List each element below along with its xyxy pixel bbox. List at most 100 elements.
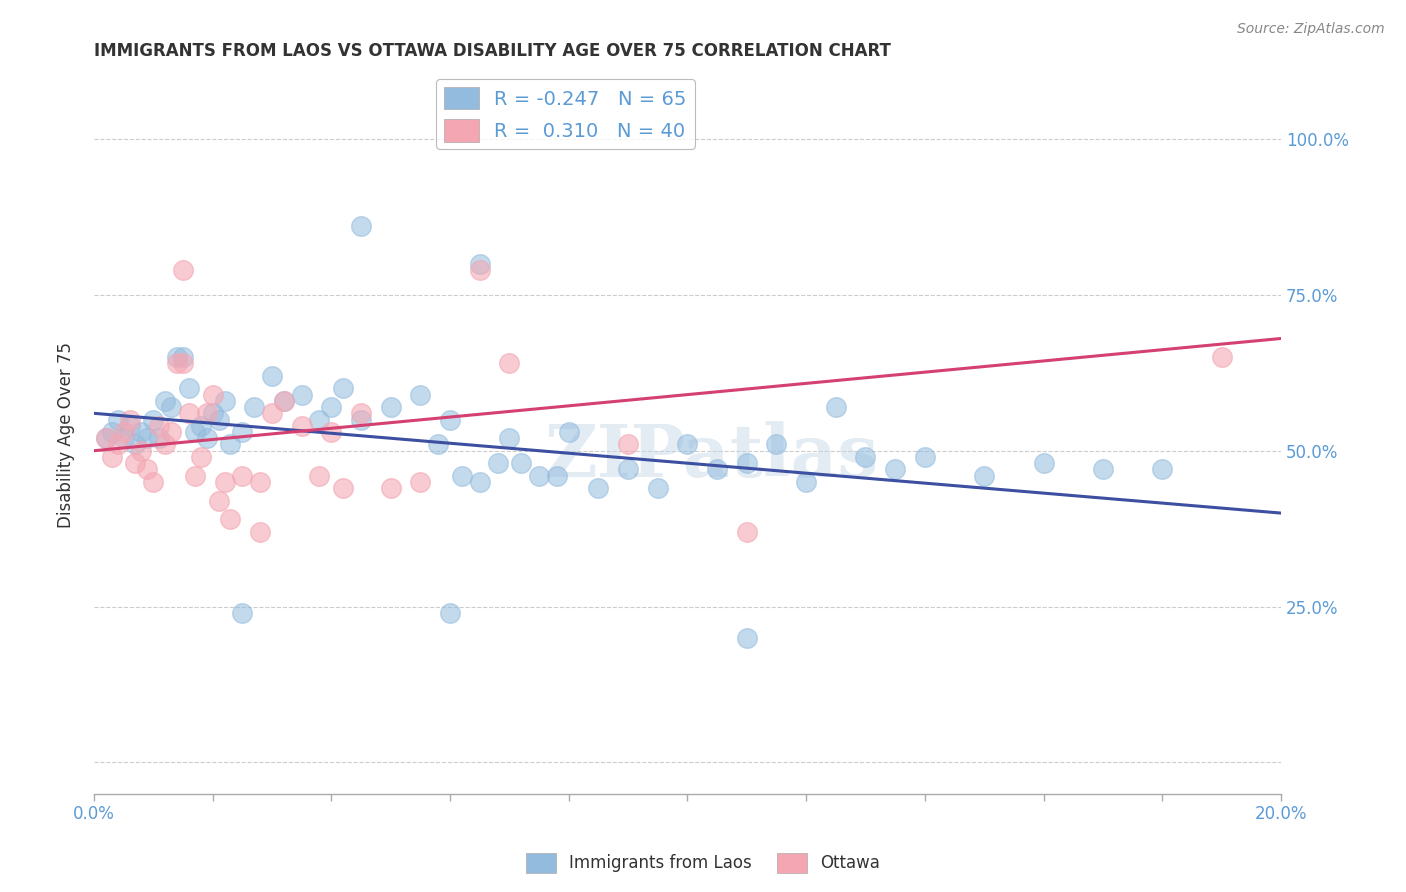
Point bbox=[884, 462, 907, 476]
Point bbox=[558, 425, 581, 439]
Point bbox=[527, 468, 550, 483]
Point bbox=[427, 437, 450, 451]
Point bbox=[439, 412, 461, 426]
Point bbox=[118, 412, 141, 426]
Point bbox=[409, 475, 432, 489]
Text: Source: ZipAtlas.com: Source: ZipAtlas.com bbox=[1237, 22, 1385, 37]
Point bbox=[973, 468, 995, 483]
Point bbox=[142, 412, 165, 426]
Point bbox=[118, 418, 141, 433]
Point bbox=[94, 431, 117, 445]
Point bbox=[291, 418, 314, 433]
Point bbox=[510, 456, 533, 470]
Point bbox=[214, 393, 236, 408]
Point bbox=[124, 437, 146, 451]
Point bbox=[439, 606, 461, 620]
Point bbox=[94, 431, 117, 445]
Point bbox=[1091, 462, 1114, 476]
Point bbox=[765, 437, 787, 451]
Point bbox=[243, 400, 266, 414]
Point bbox=[100, 450, 122, 464]
Point bbox=[184, 468, 207, 483]
Point bbox=[184, 425, 207, 439]
Point bbox=[249, 475, 271, 489]
Point bbox=[321, 400, 343, 414]
Point bbox=[735, 631, 758, 645]
Point bbox=[1211, 350, 1233, 364]
Point bbox=[195, 431, 218, 445]
Point bbox=[172, 350, 194, 364]
Point bbox=[148, 431, 170, 445]
Point bbox=[273, 393, 295, 408]
Point bbox=[195, 406, 218, 420]
Point bbox=[855, 450, 877, 464]
Point bbox=[706, 462, 728, 476]
Point bbox=[260, 368, 283, 383]
Point bbox=[136, 462, 159, 476]
Point bbox=[166, 350, 188, 364]
Point bbox=[207, 493, 229, 508]
Point bbox=[136, 431, 159, 445]
Legend: Immigrants from Laos, Ottawa: Immigrants from Laos, Ottawa bbox=[519, 847, 887, 880]
Y-axis label: Disability Age Over 75: Disability Age Over 75 bbox=[58, 343, 75, 528]
Point bbox=[273, 393, 295, 408]
Point bbox=[112, 431, 135, 445]
Point bbox=[219, 437, 242, 451]
Point bbox=[735, 524, 758, 539]
Point bbox=[735, 456, 758, 470]
Point bbox=[201, 387, 224, 401]
Legend: R = -0.247   N = 65, R =  0.310   N = 40: R = -0.247 N = 65, R = 0.310 N = 40 bbox=[436, 79, 695, 149]
Point bbox=[100, 425, 122, 439]
Point bbox=[160, 400, 183, 414]
Point bbox=[107, 412, 129, 426]
Point bbox=[914, 450, 936, 464]
Point bbox=[107, 437, 129, 451]
Point bbox=[617, 437, 640, 451]
Point bbox=[486, 456, 509, 470]
Point bbox=[308, 412, 330, 426]
Point bbox=[647, 481, 669, 495]
Point bbox=[291, 387, 314, 401]
Point bbox=[498, 431, 520, 445]
Point bbox=[380, 400, 402, 414]
Point bbox=[153, 437, 176, 451]
Point bbox=[824, 400, 846, 414]
Point bbox=[451, 468, 474, 483]
Point bbox=[201, 406, 224, 420]
Point bbox=[207, 412, 229, 426]
Point bbox=[321, 425, 343, 439]
Point bbox=[350, 412, 373, 426]
Point bbox=[332, 481, 354, 495]
Point bbox=[350, 406, 373, 420]
Point bbox=[153, 393, 176, 408]
Point bbox=[172, 356, 194, 370]
Point bbox=[231, 606, 253, 620]
Point bbox=[231, 468, 253, 483]
Text: IMMIGRANTS FROM LAOS VS OTTAWA DISABILITY AGE OVER 75 CORRELATION CHART: IMMIGRANTS FROM LAOS VS OTTAWA DISABILIT… bbox=[94, 42, 891, 60]
Point bbox=[409, 387, 432, 401]
Point bbox=[260, 406, 283, 420]
Point bbox=[588, 481, 610, 495]
Point bbox=[231, 425, 253, 439]
Point bbox=[148, 418, 170, 433]
Point bbox=[498, 356, 520, 370]
Point bbox=[190, 450, 212, 464]
Point bbox=[1032, 456, 1054, 470]
Point bbox=[468, 257, 491, 271]
Point bbox=[166, 356, 188, 370]
Text: ZIPatlas: ZIPatlas bbox=[544, 421, 879, 492]
Point bbox=[190, 418, 212, 433]
Point bbox=[468, 475, 491, 489]
Point bbox=[142, 475, 165, 489]
Point bbox=[112, 425, 135, 439]
Point bbox=[308, 468, 330, 483]
Point bbox=[160, 425, 183, 439]
Point bbox=[131, 443, 153, 458]
Point bbox=[794, 475, 817, 489]
Point bbox=[177, 406, 200, 420]
Point bbox=[131, 425, 153, 439]
Point bbox=[332, 381, 354, 395]
Point bbox=[249, 524, 271, 539]
Point bbox=[172, 263, 194, 277]
Point bbox=[350, 219, 373, 234]
